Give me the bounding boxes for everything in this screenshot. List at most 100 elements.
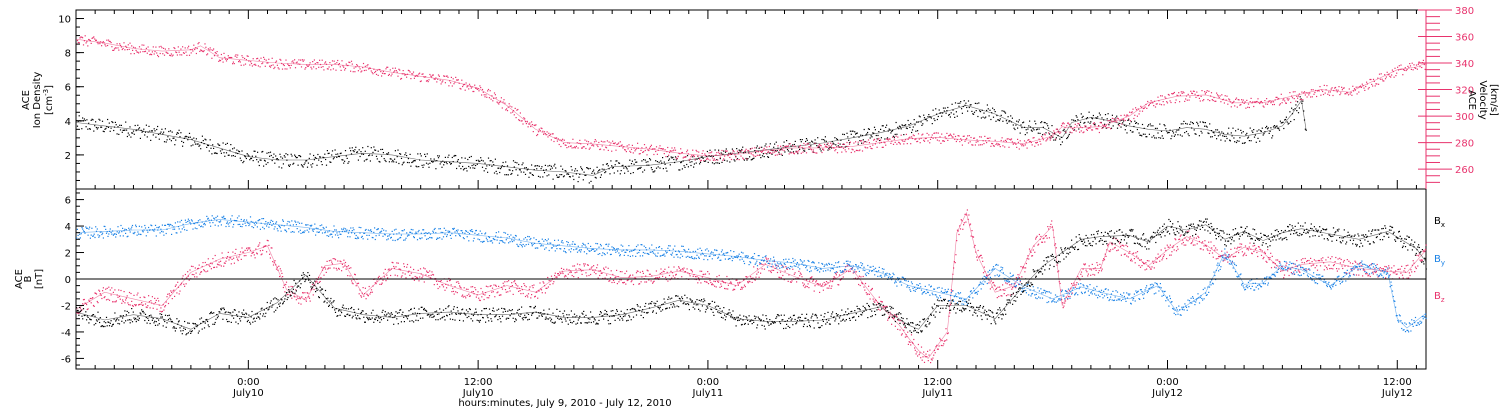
- data-point: [970, 136, 972, 139]
- data-point: [1008, 146, 1010, 148]
- data-point: [139, 137, 141, 139]
- data-point: [1095, 269, 1097, 271]
- data-point: [457, 79, 459, 81]
- data-point: [804, 148, 806, 150]
- data-point: [217, 225, 219, 227]
- data-point: [392, 262, 394, 264]
- data-point: [960, 219, 962, 221]
- data-point: [319, 63, 322, 66]
- data-point: [183, 226, 185, 228]
- data-point: [499, 171, 501, 174]
- data-point: [1159, 123, 1161, 125]
- data-point: [401, 275, 403, 277]
- data-point: [1416, 68, 1418, 70]
- data-point: [895, 121, 897, 124]
- data-point: [269, 253, 271, 255]
- data-point: [441, 166, 443, 168]
- data-point: [1268, 259, 1270, 261]
- data-point: [1284, 100, 1286, 102]
- data-point: [444, 289, 446, 291]
- data-point: [138, 52, 140, 54]
- data-point: [719, 156, 721, 158]
- data-point: [286, 68, 288, 70]
- data-point: [211, 57, 213, 59]
- data-point: [1154, 106, 1157, 108]
- data-point: [103, 131, 105, 133]
- data-point: [586, 275, 588, 277]
- data-point: [326, 260, 328, 262]
- data-point: [1034, 251, 1036, 253]
- data-point: [231, 215, 233, 217]
- data-point: [1343, 259, 1345, 262]
- data-point: [507, 174, 509, 176]
- data-point: [299, 155, 301, 157]
- data-point: [1397, 268, 1399, 271]
- data-point: [684, 166, 686, 168]
- data-point: [1291, 266, 1293, 268]
- data-point: [1238, 140, 1240, 142]
- data-point: [1333, 89, 1335, 92]
- data-point: [671, 147, 673, 149]
- data-point: [800, 152, 802, 154]
- data-point: [1397, 69, 1400, 71]
- data-point: [289, 164, 291, 166]
- data-point: [94, 125, 96, 127]
- data-point: [354, 273, 356, 275]
- data-point: [406, 76, 408, 78]
- data-point: [1347, 265, 1349, 267]
- data-point: [416, 166, 418, 168]
- data-point: [907, 119, 909, 122]
- data-point: [1110, 242, 1112, 244]
- data-point: [1354, 89, 1356, 91]
- data-point: [952, 136, 954, 138]
- data-point: [986, 109, 988, 112]
- data-point: [854, 271, 856, 273]
- data-point: [892, 129, 894, 132]
- data-point: [134, 231, 136, 233]
- data-point: [359, 68, 361, 70]
- data-point: [648, 164, 650, 166]
- data-point: [1094, 123, 1096, 125]
- data-point: [1230, 132, 1232, 134]
- data-point: [777, 147, 779, 149]
- data-point: [239, 61, 241, 63]
- data-point: [624, 165, 627, 168]
- data-point: [1234, 141, 1236, 143]
- data-point: [1143, 127, 1145, 129]
- data-point: [1254, 134, 1256, 136]
- data-point: [919, 142, 921, 144]
- data-point: [269, 155, 271, 157]
- data-point: [749, 156, 751, 158]
- data-point: [714, 149, 716, 151]
- data-point: [897, 136, 899, 138]
- data-point: [179, 221, 181, 223]
- data-point: [861, 134, 864, 137]
- data-point: [89, 237, 91, 239]
- data-point: [1289, 92, 1291, 94]
- data-point: [644, 159, 646, 161]
- data-point: [1001, 110, 1003, 112]
- data-point: [176, 51, 178, 54]
- data-point: [824, 140, 826, 142]
- data-point: [805, 140, 807, 143]
- data-point: [1114, 120, 1116, 122]
- data-point: [468, 88, 470, 90]
- data-point: [1339, 262, 1341, 264]
- data-point: [900, 128, 902, 130]
- data-point: [586, 140, 588, 142]
- data-point: [1227, 132, 1229, 134]
- data-point: [731, 152, 733, 154]
- data-point: [428, 166, 430, 168]
- data-point: [382, 279, 384, 281]
- data-point: [357, 159, 359, 161]
- data-point: [1200, 248, 1202, 250]
- data-point: [1127, 119, 1129, 121]
- data-point: [821, 138, 823, 141]
- data-point: [82, 117, 84, 119]
- data-point: [644, 281, 646, 283]
- data-point: [858, 136, 860, 138]
- data-point: [1110, 128, 1112, 130]
- data-point: [955, 111, 957, 113]
- data-point: [615, 160, 617, 162]
- data-point: [783, 141, 785, 143]
